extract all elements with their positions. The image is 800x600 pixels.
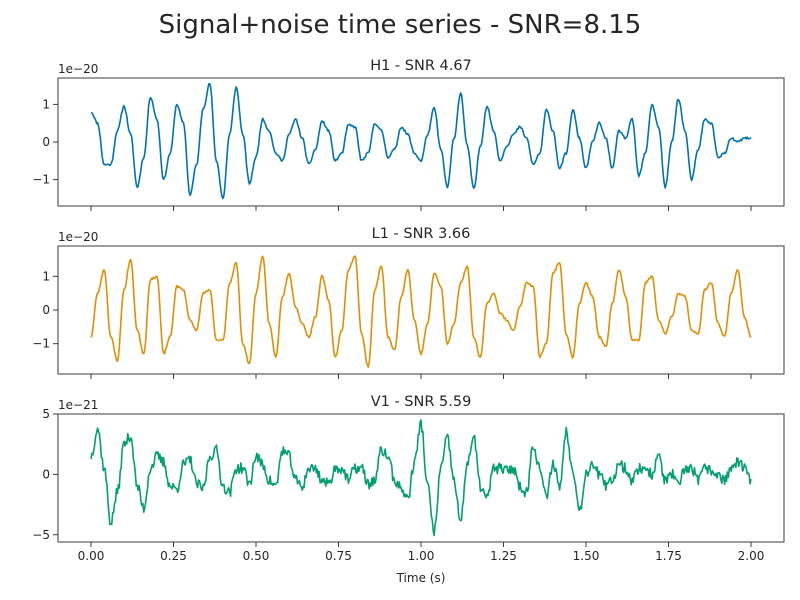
subplot-title: V1 - SNR 5.59 <box>371 394 472 410</box>
figure-title: Signal+noise time series - SNR=8.15 <box>159 10 642 40</box>
y-scale-offset: 1e−20 <box>58 62 98 76</box>
y-tick-label: 1 <box>42 269 50 283</box>
subplots: H1 - SNR 4.67 1e−20 −1 0 1 L1 - SNR 3.66 1e−20… <box>32 58 785 563</box>
series-line-1 <box>90 419 752 537</box>
x-tick-label: 0.25 <box>160 549 187 563</box>
subplot-title: H1 - SNR 4.67 <box>370 58 472 74</box>
y-tick-label: 0 <box>42 467 50 481</box>
series-line-1 <box>90 255 752 368</box>
axes-frame <box>57 77 785 207</box>
y-tick-label: 5 <box>42 407 50 421</box>
subplot-1: H1 - SNR 4.67 1e−20 −1 0 1 <box>32 58 785 211</box>
x-tick-label: 1.25 <box>490 549 517 563</box>
subplot-2: L1 - SNR 3.66 1e−20 −1 0 1 <box>32 226 785 379</box>
x-tick-label: 2.00 <box>738 549 765 563</box>
y-tick-label: 1 <box>42 97 50 111</box>
x-tick-label: 0.75 <box>325 549 352 563</box>
x-tick-label: 1.75 <box>655 549 682 563</box>
y-scale-offset: 1e−20 <box>58 230 98 244</box>
x-axis-label: Time (s) <box>396 571 446 585</box>
subplot-title: L1 - SNR 3.66 <box>372 226 471 242</box>
x-tick-label: 1.50 <box>573 549 600 563</box>
x-tick-label: 0.50 <box>243 549 270 563</box>
y-tick-label: 0 <box>42 303 50 317</box>
series-line-1 <box>90 83 752 200</box>
x-tick-label: 0.00 <box>78 549 105 563</box>
x-tick-label: 1.00 <box>408 549 435 563</box>
subplot-3: V1 - SNR 5.59 1e−21 −5 0 5 0.00 0.25 0.50 0.75 1.… <box>32 394 785 563</box>
y-tick-label: −1 <box>32 337 50 351</box>
y-scale-offset: 1e−21 <box>58 398 98 412</box>
y-tick-label: 0 <box>42 135 50 149</box>
y-tick-label: −5 <box>32 528 50 542</box>
y-tick-label: −1 <box>32 173 50 187</box>
